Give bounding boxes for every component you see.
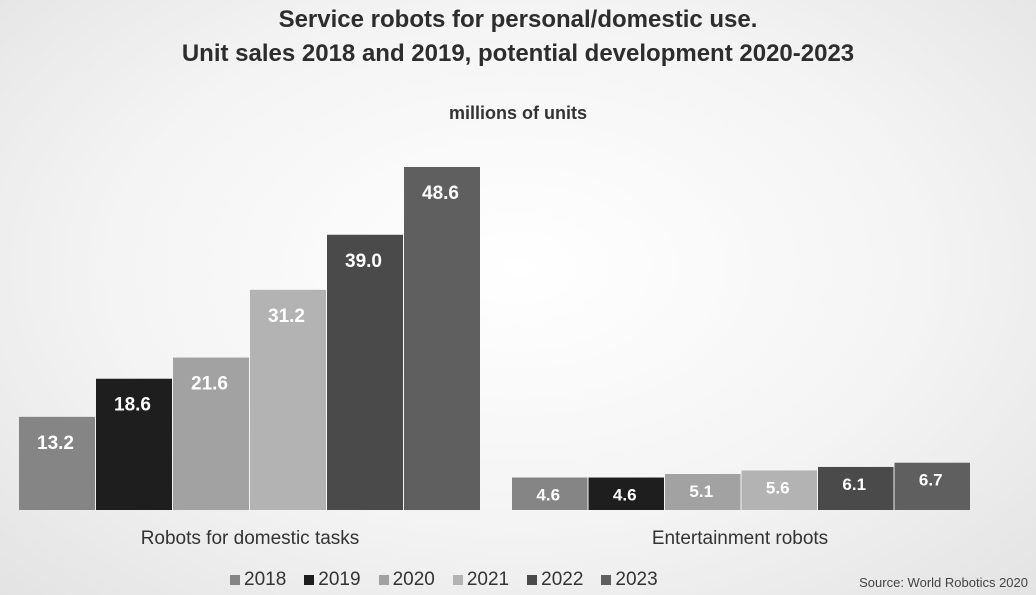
- bar-2022-domestic: [327, 234, 403, 510]
- bar-2023-domestic: [404, 167, 480, 510]
- unit-label: millions of units: [449, 103, 587, 123]
- legend-label-2019: 2019: [318, 569, 361, 590]
- legend-swatch-2018: [230, 575, 240, 585]
- data-label-2018-entertainment: 4.6: [536, 486, 560, 505]
- bar-2020-entertainment: [665, 474, 741, 510]
- data-label-2023-entertainment: 6.7: [919, 471, 943, 490]
- bar-2019-entertainment: [588, 477, 664, 510]
- legend-item-2019: 2019: [304, 568, 361, 592]
- data-label-2021-domestic: 31.2: [268, 306, 305, 327]
- bar-2020-domestic: [173, 357, 249, 510]
- category-label-domestic: Robots for domestic tasks: [140, 528, 360, 549]
- legend-swatch-2022: [527, 575, 538, 585]
- legend-label-2021: 2021: [466, 569, 510, 590]
- source-note: Source: World Robotics 2020: [859, 575, 1028, 590]
- data-label-2018-domestic: 13.2: [37, 433, 74, 454]
- category-label-entertainment: Entertainment robots: [651, 528, 829, 549]
- legend-swatch-2020: [378, 575, 389, 585]
- data-label-2019-entertainment: 4.6: [613, 486, 637, 505]
- data-label-2020-domestic: 21.6: [191, 374, 228, 395]
- bar-2022-entertainment: [818, 466, 894, 510]
- legend-item-2022: 2022: [527, 568, 583, 592]
- legend-swatch-2021: [452, 575, 463, 585]
- bar-2021-entertainment: [741, 470, 817, 510]
- bar-2018-entertainment: [512, 477, 588, 510]
- legend-item-2020: 2020: [378, 568, 435, 592]
- legend-label-2023: 2023: [615, 569, 658, 590]
- bar-2021-domestic: [250, 289, 326, 510]
- data-label-2020-entertainment: 5.1: [689, 482, 713, 501]
- legend-label-2020: 2020: [392, 569, 435, 590]
- legend-swatch-2023: [601, 575, 612, 585]
- legend-item-2021: 2021: [452, 568, 510, 592]
- legend-item-2018: 2018: [230, 568, 286, 592]
- chart-title: Service robots for personal/domestic use…: [278, 6, 758, 33]
- data-label-2022-entertainment: 6.1: [842, 475, 866, 494]
- bar-2018-domestic: [19, 416, 95, 510]
- legend: 2018 2019 2020 2021 2022 2023: [230, 568, 658, 592]
- legend-label-2022: 2022: [541, 569, 584, 590]
- chart-subtitle: Unit sales 2018 and 2019, potential deve…: [181, 40, 855, 67]
- legend-item-2023: 2023: [601, 568, 658, 592]
- data-label-2023-domestic: 48.6: [422, 183, 459, 204]
- bar-2023-entertainment: [894, 462, 970, 510]
- legend-label-2018: 2018: [244, 569, 287, 590]
- bar-2019-domestic: [96, 378, 172, 510]
- data-label-2019-domestic: 18.6: [114, 395, 151, 416]
- data-label-2022-domestic: 39.0: [345, 251, 382, 272]
- data-label-2021-entertainment: 5.6: [766, 478, 790, 497]
- legend-swatch-2019: [304, 575, 315, 585]
